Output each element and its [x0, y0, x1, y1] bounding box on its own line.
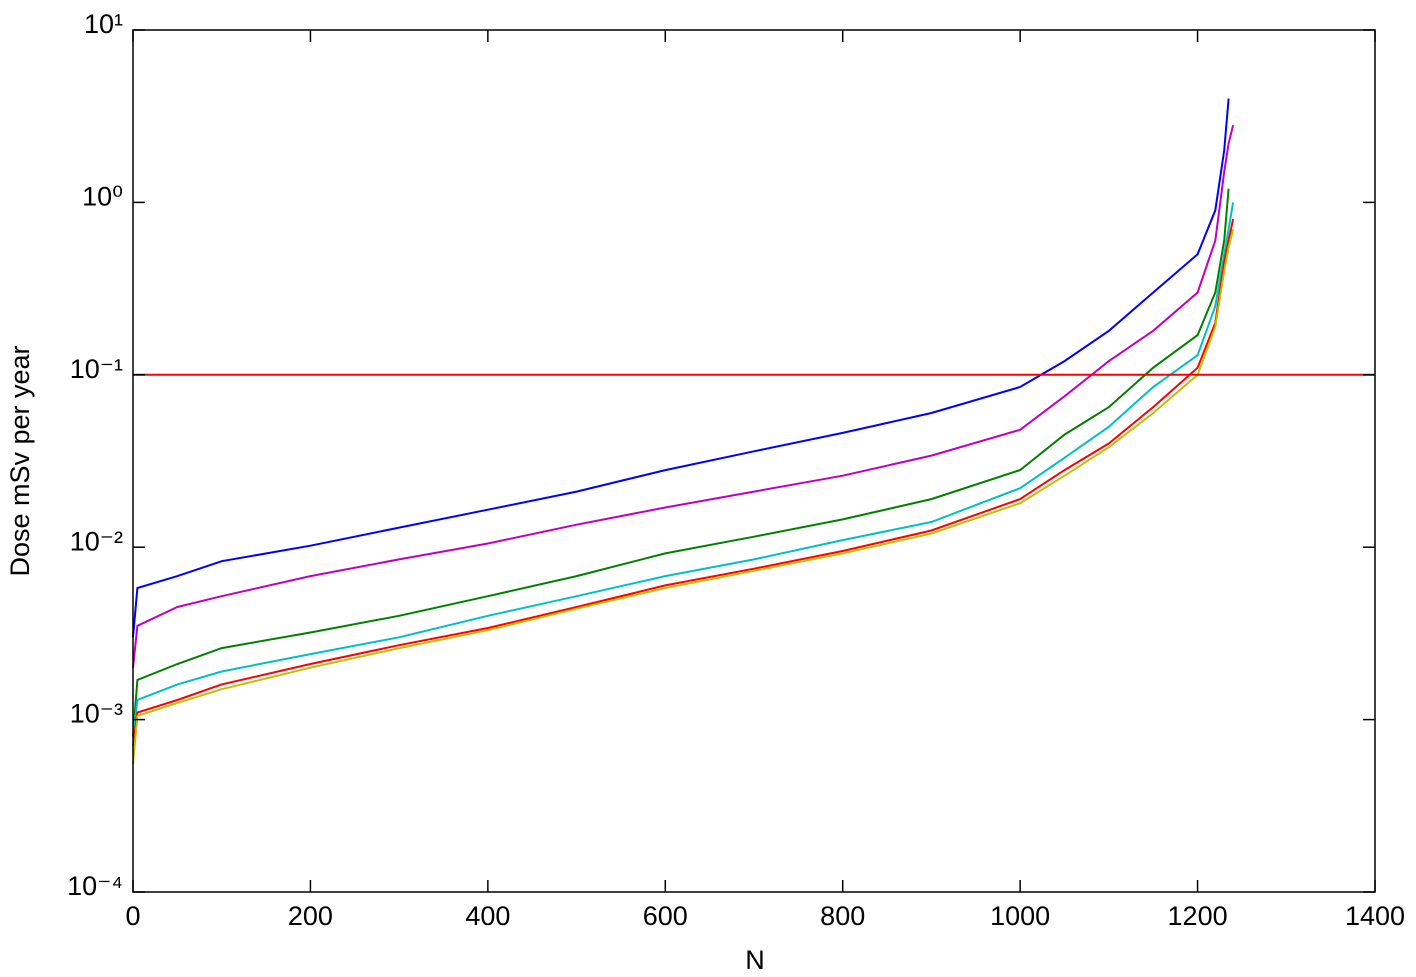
y-tick-label: 10⁰ [82, 182, 123, 212]
y-axis-label: Dose mSv per year [5, 345, 35, 576]
x-tick-label: 0 [125, 901, 140, 931]
x-tick-label: 800 [820, 901, 865, 931]
x-tick-label: 400 [465, 901, 510, 931]
data-line [132, 228, 1235, 765]
x-tick-label: 1200 [1168, 901, 1228, 931]
data-line [132, 125, 1235, 668]
x-tick-label: 200 [288, 901, 333, 931]
y-tick-label: 10⁻⁴ [67, 871, 123, 901]
data-line [132, 188, 1230, 737]
data-line [132, 218, 1235, 747]
y-tick-label: 10¹ [84, 9, 123, 39]
y-tick-label: 10⁻² [70, 526, 123, 556]
x-tick-label: 1000 [990, 901, 1050, 931]
data-line [132, 98, 1230, 638]
data-line [132, 202, 1235, 737]
x-axis-label: N [745, 945, 765, 975]
x-tick-label: 1400 [1345, 901, 1405, 931]
plot-frame [132, 29, 1376, 893]
y-tick-label: 10⁻³ [70, 699, 123, 729]
x-tick-label: 600 [643, 901, 688, 931]
y-tick-label: 10⁻¹ [70, 354, 123, 384]
